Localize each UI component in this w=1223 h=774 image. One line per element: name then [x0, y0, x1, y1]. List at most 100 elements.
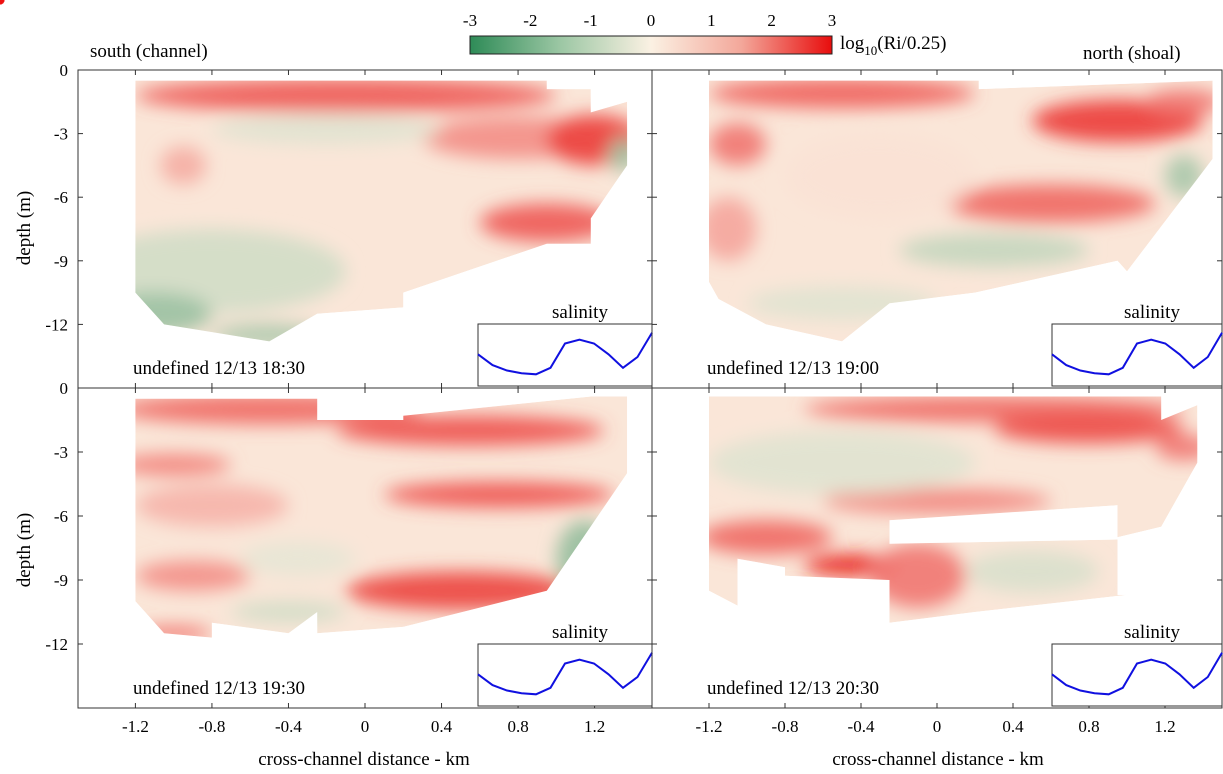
north-label: north (shoal) [1083, 43, 1181, 64]
ytick-label: -9 [54, 252, 68, 271]
ytick-label: -6 [54, 507, 68, 526]
salinity-inset: salinity [0, 0, 653, 387]
heatmap-blob [1155, 434, 1198, 461]
colorbar-tick-label: -3 [463, 11, 477, 30]
ytick-label: -12 [45, 315, 68, 334]
heatmap-blob [1146, 89, 1213, 115]
heatmap-blob [135, 560, 251, 591]
salinity-line [477, 332, 653, 376]
colorbar-tick-label: -1 [584, 11, 598, 30]
xtick-label: 0.8 [1078, 717, 1099, 736]
inset-title: salinity [552, 622, 608, 643]
panel-a: 0 -3 -6 -9 -12 undefined 12/13 18:30 salinity [0, 0, 653, 389]
heatmap-blob [240, 541, 356, 576]
heatmap-blob [709, 430, 975, 495]
salinity-inset: salinity [0, 0, 653, 707]
heatmap-blob [709, 197, 757, 261]
inset-title: salinity [552, 302, 608, 323]
salinity-line [477, 652, 653, 696]
heatmap-blob [823, 488, 1051, 514]
heatmap-blob [785, 133, 975, 219]
colorbar-tick-label: 2 [767, 11, 776, 30]
heatmap-field [709, 396, 1198, 623]
panel-label: undefined 12/13 20:30 [707, 678, 879, 699]
heatmap-blob [556, 520, 614, 598]
colorbar-gradient [469, 35, 833, 55]
heatmap-blob [747, 286, 937, 321]
heatmap-blob [546, 114, 628, 166]
heatmap-blob [135, 484, 289, 527]
xtick-label: 1.2 [584, 717, 605, 736]
colorbar-label: log10(Ri/0.25) [840, 33, 946, 58]
heatmap-blob [994, 413, 1184, 444]
heatmap-blob [160, 146, 207, 185]
xlabel-left: cross-channel distance - km [258, 749, 470, 770]
xtick-label: -0.8 [198, 717, 225, 736]
salinity-marker [0, 0, 5, 5]
ytick-label: -3 [54, 443, 68, 462]
inset-frame [1051, 643, 1223, 707]
colorbar-tick-label: 1 [707, 11, 716, 30]
heatmap-blob [709, 80, 975, 109]
xtick-label: 1.2 [1154, 717, 1175, 736]
xtick-label: -0.4 [848, 717, 875, 736]
ytick-label: 0 [60, 61, 69, 80]
inset-frame [477, 643, 653, 707]
xtick-label: 0.4 [431, 717, 453, 736]
heatmap-blob [479, 203, 614, 242]
panel-label: undefined 12/13 19:00 [707, 358, 879, 379]
heatmap-blob [384, 481, 614, 508]
heatmap-blob [336, 415, 605, 446]
panel-label: undefined 12/13 18:30 [133, 358, 305, 379]
panel-d: -1.2 -0.8 -0.4 0 0.4 0.8 1.2 undefined 12/13 20… [0, 0, 1223, 736]
xtick-label: -0.8 [772, 717, 799, 736]
ylabel-top: depth (m) [14, 191, 35, 265]
ylabel-bottom: depth (m) [14, 513, 35, 587]
ytick-label: 0 [60, 379, 69, 398]
heatmap-blob [1165, 154, 1203, 198]
inset-frame [477, 323, 653, 387]
heatmap-blob [135, 454, 232, 476]
ytick-label: -12 [45, 635, 68, 654]
ytick-label: -9 [54, 571, 68, 590]
heatmap-blob [211, 324, 327, 342]
heatmap-blob [709, 123, 766, 166]
south-label: south (channel) [90, 41, 208, 62]
heatmap-blob [345, 571, 576, 610]
colorbar-tick-label: -2 [523, 11, 537, 30]
xtick-label: -0.4 [275, 717, 302, 736]
xtick-label: 0.4 [1002, 717, 1024, 736]
heatmap-blob [946, 184, 1156, 223]
salinity-line [1051, 652, 1223, 696]
panel-label: undefined 12/13 19:30 [133, 678, 305, 699]
colorbar: -3 -2 -1 0 1 2 3 log10(Ri/0.25) [463, 11, 947, 58]
ytick-label: -3 [54, 125, 68, 144]
heatmap-blob [965, 550, 1099, 593]
xlabel-right: cross-channel distance - km [832, 749, 1044, 770]
xtick-label: 0 [361, 717, 370, 736]
inset-title: salinity [1124, 622, 1180, 643]
inset-frame [1051, 323, 1223, 387]
heatmap-blob [135, 80, 557, 113]
heatmap-blob [231, 601, 346, 623]
panel-c: 0 -3 -6 -9 -12 -1.2 -0.8 -0.4 0 0.4 0.8 1.2 undefine… [0, 0, 653, 736]
ytick-label: -6 [54, 188, 68, 207]
heatmap-blob [135, 292, 212, 335]
xtick-label: 0 [933, 717, 942, 736]
heatmap-blob [870, 543, 966, 608]
salinity-inset: salinity [0, 0, 1223, 707]
xtick-label: -1.2 [696, 717, 723, 736]
heatmap-blob [135, 396, 423, 425]
heatmap-blob [135, 229, 346, 314]
heatmap-blob [211, 114, 442, 145]
colorbar-tick-label: 3 [828, 11, 837, 30]
inset-title: salinity [1124, 302, 1180, 323]
xtick-label: -1.2 [122, 717, 149, 736]
xtick-label: 0.8 [507, 717, 528, 736]
colorbar-tick-label: 0 [647, 11, 656, 30]
heatmap-blob [135, 626, 212, 638]
heatmap-blob [899, 233, 1089, 268]
salinity-line [1051, 332, 1223, 376]
heatmap-field [135, 80, 628, 342]
